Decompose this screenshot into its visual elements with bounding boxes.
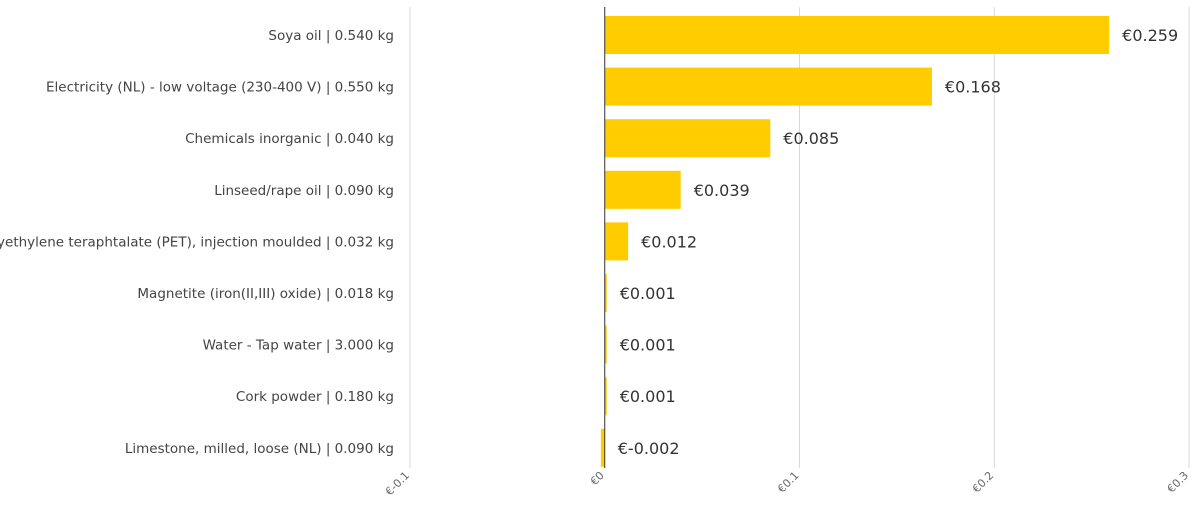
- x-tick-label: €0.2: [970, 469, 997, 496]
- value-label: €0.168: [945, 78, 1001, 97]
- value-label: €0.001: [620, 387, 676, 406]
- category-label: Soya oil | 0.540 kg: [268, 28, 394, 44]
- value-label: €0.039: [694, 181, 750, 200]
- category-label: Linseed/rape oil | 0.090 kg: [214, 183, 394, 199]
- category-label: Water - Tap water | 3.000 kg: [203, 338, 394, 354]
- category-label: Magnetite (iron(II,III) oxide) | 0.018 k…: [137, 286, 394, 302]
- value-label: €0.001: [620, 284, 676, 303]
- bar: [604, 222, 629, 261]
- x-tick-label: €0.3: [1165, 469, 1192, 496]
- bar: [604, 325, 607, 364]
- bar: [604, 377, 607, 416]
- value-label: €0.085: [783, 129, 839, 148]
- bar: [604, 16, 1110, 54]
- bar: [604, 119, 771, 158]
- value-label: €0.012: [641, 232, 697, 251]
- category-label: Limestone, milled, loose (NL) | 0.090 kg: [125, 441, 394, 457]
- x-tick-label: €0.1: [775, 469, 802, 496]
- value-label: €0.001: [620, 336, 676, 355]
- category-label: Chemicals inorganic | 0.040 kg: [185, 131, 394, 147]
- x-tick-label: €0: [588, 469, 607, 488]
- category-label: Cork powder | 0.180 kg: [236, 389, 394, 405]
- category-label: Polyethylene teraphtalate (PET), injecti…: [0, 234, 394, 250]
- bar: [600, 428, 605, 467]
- category-label: Electricity (NL) - low voltage (230-400 …: [46, 80, 394, 96]
- value-label: €0.259: [1122, 26, 1178, 45]
- bar: [604, 170, 681, 209]
- value-label: €-0.002: [618, 439, 680, 458]
- bar: [604, 67, 932, 106]
- x-tick-label: €-0.1: [383, 469, 412, 498]
- bar: [604, 274, 607, 312]
